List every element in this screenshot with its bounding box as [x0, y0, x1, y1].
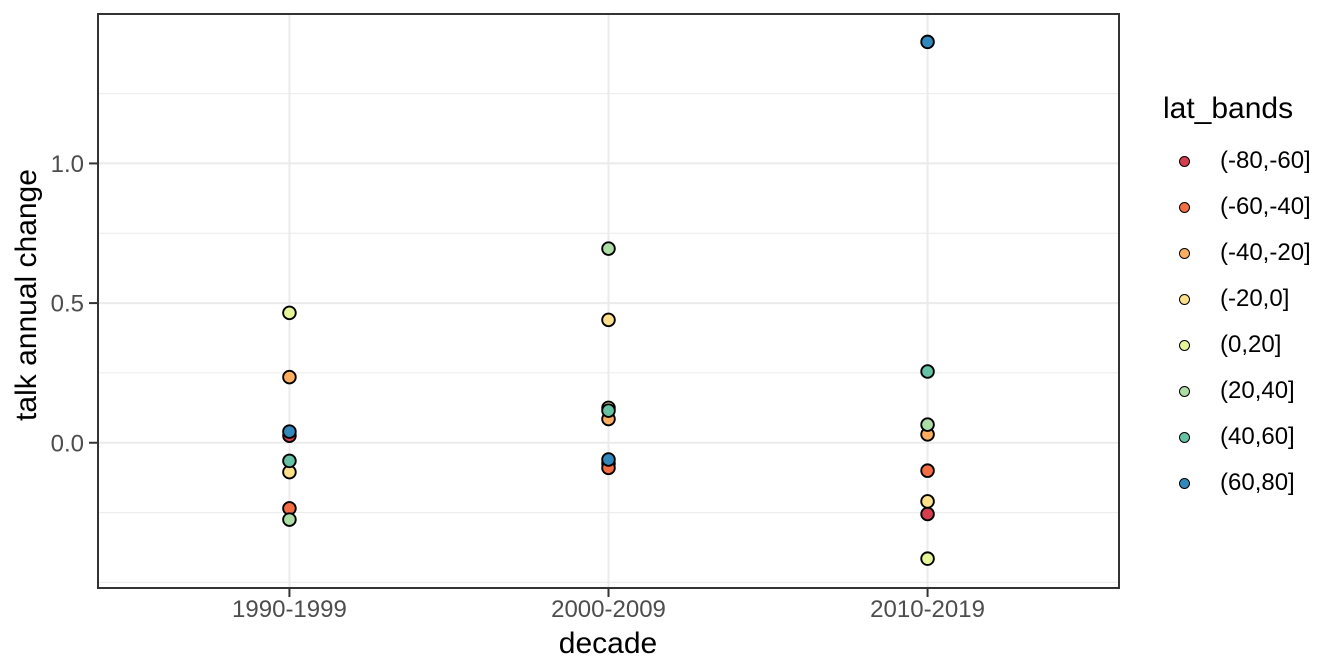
- legend-item-label: (20,40]: [1220, 377, 1295, 404]
- x-tick-label: 2000-2009: [551, 596, 666, 623]
- data-point: [920, 494, 935, 509]
- y-tick-label: 1.0: [51, 151, 84, 178]
- data-point: [920, 506, 935, 522]
- legend-item: (40,60]: [1163, 414, 1311, 460]
- data-point: [920, 463, 935, 478]
- data-point: [282, 512, 297, 527]
- data-point: [601, 403, 616, 418]
- legend-item-label: (-80,-60]: [1220, 147, 1311, 174]
- data-point: [282, 305, 297, 321]
- legend-item: (60,80]: [1163, 460, 1311, 506]
- legend-item-label: (0,20]: [1220, 331, 1282, 358]
- legend-point-icon: [1179, 201, 1190, 213]
- legend-item: (0,20]: [1163, 322, 1311, 368]
- legend-item: (-40,-20]: [1163, 230, 1311, 276]
- legend-point-icon: [1179, 155, 1190, 167]
- legend-point-icon: [1179, 385, 1190, 397]
- legend-items: (-80,-60] (-60,-40] (-40,-20] (-20,0] (0,20]…: [1163, 138, 1311, 506]
- legend-item: (-60,-40]: [1163, 184, 1311, 230]
- x-tick-label: 1990-1999: [232, 596, 347, 623]
- x-tick-label: 2010-2019: [870, 596, 985, 623]
- y-tick-label: 0.5: [51, 291, 84, 318]
- data-point: [601, 452, 616, 467]
- legend-item: (-20,0]: [1163, 276, 1311, 322]
- data-point: [282, 424, 297, 439]
- legend-item: (20,40]: [1163, 368, 1311, 414]
- legend-point-icon: [1179, 293, 1190, 305]
- legend-item-label: (-40,-20]: [1220, 239, 1311, 266]
- data-point: [920, 364, 935, 379]
- data-point: [601, 241, 616, 256]
- legend-item-label: (-60,-40]: [1220, 193, 1311, 220]
- data-point: [920, 551, 935, 566]
- legend-item: (-80,-60]: [1163, 138, 1311, 184]
- data-point: [282, 453, 297, 469]
- legend-point-icon: [1179, 431, 1190, 443]
- x-axis-title: decade: [558, 627, 658, 660]
- legend-item-label: (40,60]: [1220, 423, 1295, 450]
- panel-border: [97, 13, 1120, 589]
- legend-point-icon: [1179, 247, 1190, 259]
- y-tick-label: 0.0: [51, 430, 84, 457]
- data-point: [920, 34, 935, 50]
- y-axis-title: talk annual change: [10, 169, 43, 421]
- legend-item-label: (-20,0]: [1220, 285, 1290, 312]
- legend: lat_bands (-80,-60] (-60,-40] (-40,-20] (-2…: [1163, 91, 1311, 506]
- data-point: [601, 312, 616, 328]
- legend-item-label: (60,80]: [1220, 469, 1295, 496]
- data-point: [282, 369, 297, 385]
- legend-point-icon: [1179, 339, 1190, 351]
- legend-point-icon: [1179, 477, 1190, 489]
- legend-title: lat_bands: [1163, 92, 1294, 125]
- data-point: [920, 417, 935, 432]
